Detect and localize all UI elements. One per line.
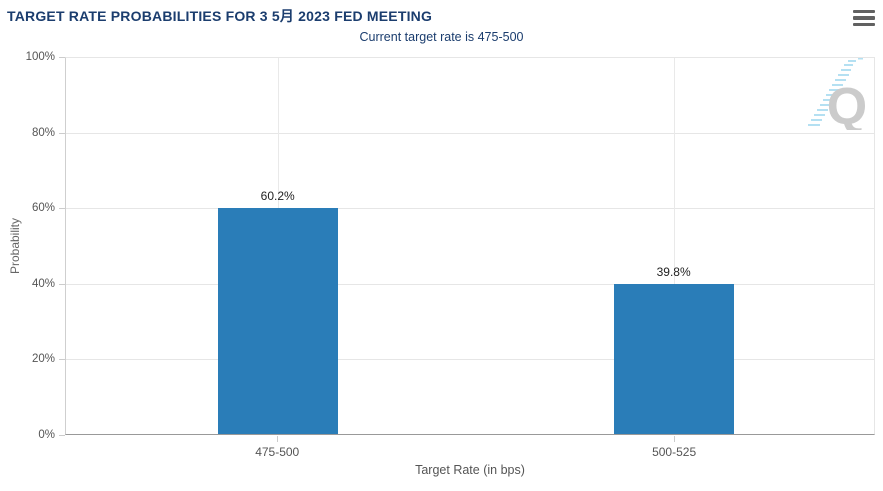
y-tick-label: 20% [31,353,55,366]
bar-value-label: 39.8% [656,265,691,280]
hamburger-menu-icon[interactable] [853,10,875,26]
y-tick-label: 0% [38,429,55,441]
y-axis-tick [59,208,65,210]
x-axis-title: Target Rate (in bps) [415,463,525,477]
gridline-horizontal [66,358,874,360]
chart-title: TARGET RATE PROBABILITIES FOR 3 5月 2023 … [7,8,433,24]
bar-500-525[interactable] [613,284,734,434]
y-tick-label: 100% [25,51,55,63]
x-tick-label: 475-500 [255,445,300,459]
gridline-vertical [673,58,675,434]
hamburger-bar [853,10,875,14]
y-tick-label: 60% [31,202,55,215]
y-axis-tick [59,283,65,285]
x-axis-tick [277,436,279,442]
y-tick-label: 80% [31,126,55,139]
gridline-horizontal [66,283,874,285]
y-axis-tick [59,359,65,361]
y-axis-tick [59,435,65,436]
hamburger-bar [853,16,875,20]
gridline-horizontal [66,133,874,135]
y-tick-label: 40% [31,277,55,290]
bar-value-label: 60.2% [260,188,295,203]
x-axis-tick [674,436,676,442]
gridline-horizontal [66,208,874,210]
x-axis: 475-500 500-525 [65,435,875,475]
y-axis: 0% 20% 40% 60% 80% 100% [0,51,65,441]
y-axis-tick [59,132,65,134]
y-axis-tick [59,57,65,58]
chart-subtitle: Current target rate is 475-500 [359,30,524,44]
plot-area: 60.2% 39.8% [65,57,875,435]
bar-475-500[interactable] [217,207,338,434]
hamburger-bar [853,22,875,26]
x-tick-label: 500-525 [652,445,697,459]
